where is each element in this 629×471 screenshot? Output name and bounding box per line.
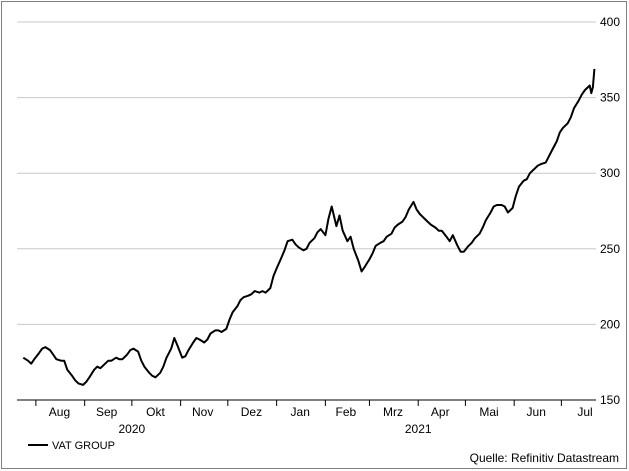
legend-label: VAT GROUP: [52, 440, 115, 452]
x-axis: Aug Sep Okt Nov Dez Jan Feb Mrz Apr Mai Jun Jul 2020…: [17, 399, 596, 436]
x-tick-label: Sep: [96, 405, 118, 419]
source-label: Quelle: Refinitiv Datastream: [469, 451, 619, 465]
y-tick-label: 200: [600, 317, 620, 331]
x-tick-label: Nov: [192, 405, 213, 419]
y-tick-label: 250: [600, 242, 620, 256]
x-year-label: 2020: [119, 422, 146, 436]
x-year-label: 2021: [405, 422, 432, 436]
x-tick-label: Feb: [335, 405, 356, 419]
x-tick-label: Aug: [49, 405, 70, 419]
series-lines: [22, 68, 596, 386]
series-line: [22, 68, 596, 386]
x-tick-label: Dez: [241, 405, 262, 419]
x-tick-label: Apr: [431, 405, 450, 419]
x-tick-label: Mai: [479, 405, 498, 419]
x-tick-label: Jan: [291, 405, 310, 419]
y-axis: 150 200 250 300 350 400: [600, 15, 620, 407]
y-tick-label: 150: [600, 393, 620, 407]
x-tick-label: Jun: [527, 405, 546, 419]
x-tick-label: Mrz: [383, 405, 403, 419]
y-tick-label: 350: [600, 91, 620, 105]
x-tick-label: Okt: [146, 405, 165, 419]
y-tick-label: 300: [600, 166, 620, 180]
gridlines: [17, 21, 596, 325]
y-tick-label: 400: [600, 15, 620, 29]
legend: VAT GROUP: [28, 440, 115, 452]
x-tick-label: Jul: [577, 405, 592, 419]
